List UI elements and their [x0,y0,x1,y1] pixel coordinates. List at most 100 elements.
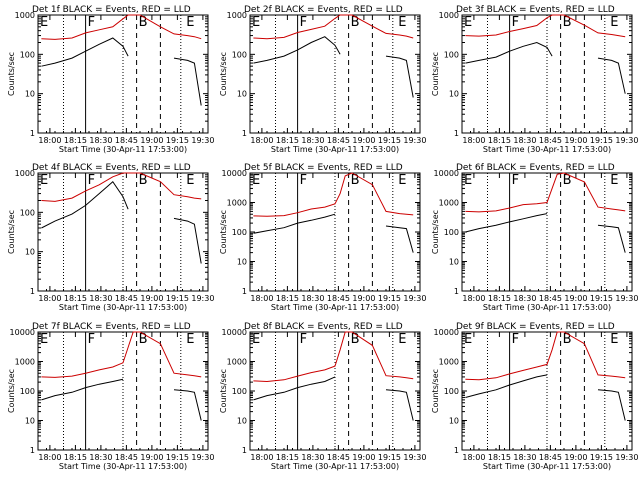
y-tick-label: 10 [237,258,247,267]
y-tick-label: 100 [232,387,247,396]
lld-series-line [41,172,202,202]
y-tick-label: 10 [449,417,459,426]
events-series-line [41,37,129,67]
y-tick-label: 100 [444,228,459,237]
y-tick-label: 10 [25,90,35,99]
interval-letter: B [563,332,572,347]
interval-letter: F [512,15,519,30]
x-tick-label: 19:00 [352,136,375,145]
y-tick-label: 1000 [227,358,247,367]
x-axis-label: Start Time (30-Apr-11 17:53:00) [271,303,399,312]
plot-frame [37,14,209,134]
x-tick-label: 18:30 [301,136,324,145]
lld-series-line [253,331,414,383]
y-tick-label: 1 [242,287,247,296]
y-tick-label: 1000 [15,169,35,178]
y-axis-label: Counts/sec [7,210,16,254]
lld-series-line [41,14,202,40]
x-tick-label: 18:45 [115,294,138,303]
x-tick-label: 18:30 [513,136,536,145]
interval-letter: B [563,173,572,188]
x-tick-label: 18:45 [539,294,562,303]
events-series-line [253,213,336,234]
events-series-line [173,217,202,264]
y-tick-label: 1 [454,446,459,455]
panel-title: Det 4f BLACK = Events, RED = LLD [32,163,191,173]
x-tick-label: 18:15 [488,453,511,462]
panel-title: Det 2f BLACK = Events, RED = LLD [244,5,403,15]
events-series-line [41,378,124,401]
interval-letter: F [300,173,307,188]
x-axis-label: Start Time (30-Apr-11 17:53:00) [271,462,399,471]
y-tick-label: 100 [444,50,459,59]
events-series-line [597,224,626,253]
y-tick-label: 10000 [10,328,35,337]
interval-letter: B [563,15,572,30]
lld-series-line [253,14,414,40]
x-tick-label: 19:00 [352,453,375,462]
interval-letter: B [351,173,360,188]
interval-letter: E [252,173,260,188]
events-series-line [465,41,553,64]
x-tick-label: 18:00 [38,294,61,303]
y-tick-label: 1000 [439,199,459,208]
interval-letter: F [88,332,95,347]
interval-letter: E [464,15,472,30]
x-tick-label: 18:00 [250,136,273,145]
events-series-line [253,36,341,64]
x-axis-label: Start Time (30-Apr-11 17:53:00) [271,145,399,154]
interval-letter: E [464,332,472,347]
y-axis-label: Counts/sec [219,210,228,254]
y-tick-label: 1 [242,129,247,138]
events-series-line [385,225,414,253]
x-axis-label: Start Time (30-Apr-11 17:53:00) [483,303,611,312]
interval-letter: E [398,332,406,347]
lld-series-line [465,172,626,213]
interval-letter: E [610,173,618,188]
plot-frame [461,14,633,134]
x-tick-label: 18:00 [462,136,485,145]
x-tick-label: 18:30 [301,294,324,303]
x-tick-label: 18:30 [89,294,112,303]
interval-letter: B [139,15,148,30]
x-tick-label: 19:15 [590,453,613,462]
y-axis-label: Counts/sec [219,369,228,413]
panel-2: Det 2f BLACK = Events, RED = LLD 1 10 100 10… [219,5,426,154]
y-axis-label: Counts/sec [7,369,16,413]
x-tick-label: 18:15 [64,453,87,462]
y-tick-label: 1000 [15,11,35,20]
y-axis-label: Counts/sec [219,52,228,96]
x-tick-label: 19:15 [378,136,401,145]
interval-letter: B [139,332,148,347]
panel-5: Det 5f BLACK = Events, RED = LLD 1 10 100 10… [219,163,426,312]
interval-letter: E [186,332,194,347]
x-tick-label: 18:00 [38,453,61,462]
panel-3: Det 3f BLACK = Events, RED = LLD 1 10 100 10… [431,5,638,154]
x-tick-label: 19:30 [191,136,214,145]
panel-title: Det 1f BLACK = Events, RED = LLD [32,5,191,15]
x-tick-label: 19:00 [352,294,375,303]
x-tick-label: 19:00 [140,453,163,462]
x-tick-label: 19:15 [590,294,613,303]
events-series-line [41,180,129,229]
interval-letter: F [512,332,519,347]
y-tick-label: 100 [232,228,247,237]
y-tick-label: 10 [449,258,459,267]
x-tick-label: 19:00 [564,453,587,462]
y-tick-label: 1000 [439,11,459,20]
x-tick-label: 18:00 [38,136,61,145]
y-tick-label: 10000 [222,328,247,337]
y-tick-label: 10 [449,90,459,99]
x-tick-label: 18:15 [64,136,87,145]
y-tick-label: 10 [237,90,247,99]
interval-letter: E [610,15,618,30]
events-series-line [597,389,626,421]
x-tick-label: 19:00 [140,294,163,303]
y-tick-label: 10 [25,417,35,426]
y-axis-label: Counts/sec [431,369,440,413]
y-axis-label: Counts/sec [431,52,440,96]
interval-letter: E [40,173,48,188]
x-tick-label: 18:45 [539,136,562,145]
plot-frame [249,172,421,292]
y-tick-label: 1000 [227,11,247,20]
